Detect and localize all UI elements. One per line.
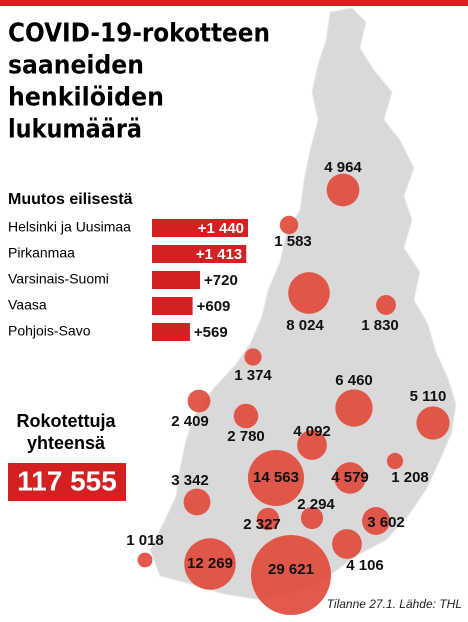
bubble-label: 1 208 bbox=[391, 469, 429, 486]
bubble bbox=[137, 552, 153, 568]
region-name: Varsinais-Suomi bbox=[8, 271, 109, 287]
bubble bbox=[187, 389, 211, 413]
bubble-label: 1 830 bbox=[361, 317, 399, 334]
bar bbox=[152, 297, 193, 315]
bubble-label: 4 092 bbox=[293, 423, 331, 440]
bubble bbox=[416, 406, 450, 440]
bubble bbox=[332, 529, 362, 559]
total-value: 117 555 bbox=[17, 465, 117, 496]
bubble-label: 2 409 bbox=[171, 413, 209, 430]
title-line: lukumäärä bbox=[8, 115, 142, 145]
top-stripe bbox=[0, 0, 468, 6]
bubble-label: 6 460 bbox=[335, 372, 373, 389]
bubble bbox=[233, 403, 259, 429]
bar-label: +609 bbox=[197, 298, 231, 315]
bubble-label: 4 964 bbox=[324, 159, 362, 176]
bubble bbox=[334, 462, 366, 494]
bubble bbox=[300, 506, 324, 530]
region-name: Vaasa bbox=[8, 297, 47, 313]
bar bbox=[152, 245, 247, 263]
region-name: Pirkanmaa bbox=[8, 245, 75, 261]
bubble-label: 1 583 bbox=[274, 233, 312, 250]
region-name: Helsinki ja Uusimaa bbox=[8, 219, 131, 235]
bubble-label: 2 294 bbox=[297, 496, 335, 513]
bubble bbox=[386, 452, 404, 470]
bubble-label: 2 780 bbox=[227, 428, 265, 445]
bubble-label: 3 602 bbox=[367, 514, 405, 531]
bubble bbox=[244, 348, 262, 366]
bubble bbox=[335, 389, 373, 427]
title-line: henkilöiden bbox=[8, 83, 164, 113]
bubble bbox=[256, 507, 280, 531]
region-name: Pohjois-Savo bbox=[8, 323, 91, 339]
bubble bbox=[362, 507, 390, 535]
bar-label: +720 bbox=[204, 272, 238, 289]
bubble-label: 29 621 bbox=[268, 561, 314, 578]
bubble bbox=[183, 488, 211, 516]
bubble-label: 12 269 bbox=[187, 555, 233, 572]
bubble-label: 3 342 bbox=[171, 472, 209, 489]
bubble bbox=[279, 215, 299, 235]
bubble-label: 2 327 bbox=[243, 516, 281, 533]
changes-title: Muutos eilisestä bbox=[8, 191, 133, 208]
title-line: COVID-19-rokotteen bbox=[8, 19, 270, 49]
bubble bbox=[251, 535, 331, 615]
bubble bbox=[184, 538, 236, 590]
bar bbox=[152, 271, 200, 289]
bubble-label: 4 106 bbox=[346, 557, 384, 574]
total-label: yhteensä bbox=[27, 433, 106, 453]
bubble bbox=[288, 272, 330, 314]
bar-label: +1 440 bbox=[198, 220, 244, 237]
bubble bbox=[376, 295, 396, 315]
total-box bbox=[8, 463, 126, 501]
bubble-label: 1 018 bbox=[126, 532, 164, 549]
bar-label: +569 bbox=[194, 324, 228, 341]
title-line: saaneiden bbox=[8, 51, 144, 81]
bubble bbox=[326, 173, 360, 207]
source-note: Tilanne 27.1. Lähde: THL bbox=[327, 597, 462, 611]
bubble-label: 14 563 bbox=[253, 469, 299, 486]
bubble bbox=[247, 449, 305, 507]
bubble-label: 8 024 bbox=[286, 317, 324, 334]
bubble-label: 4 579 bbox=[331, 469, 369, 486]
bar bbox=[152, 219, 248, 237]
bar bbox=[152, 323, 190, 341]
bar-label: +1 413 bbox=[196, 246, 242, 263]
bubble-label: 1 374 bbox=[234, 367, 272, 384]
bubble-label: 5 110 bbox=[410, 388, 447, 405]
total-label: Rokotettuja bbox=[17, 411, 117, 431]
bubble bbox=[297, 430, 327, 460]
